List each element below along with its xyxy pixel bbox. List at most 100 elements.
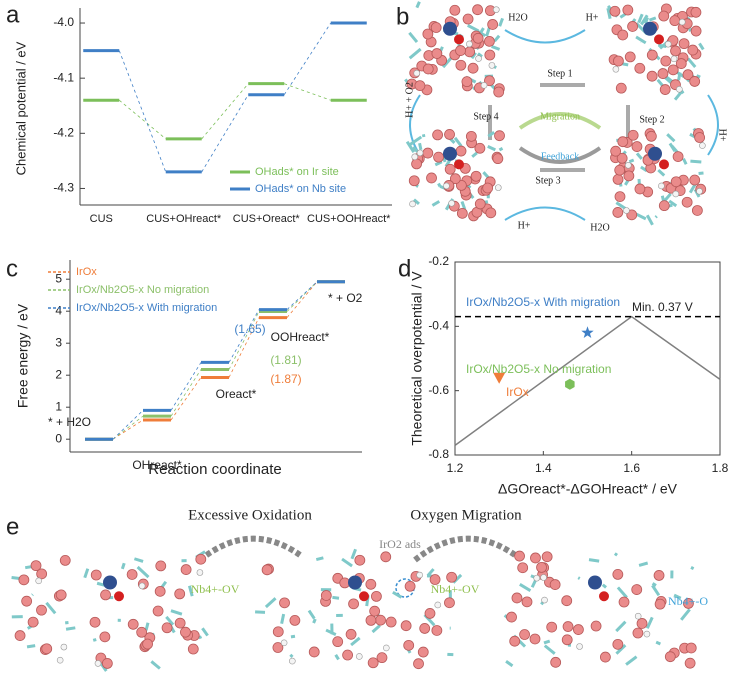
atom [103,575,117,590]
atom [365,614,377,626]
atom [493,86,505,98]
atom [127,618,139,630]
y-tick-label: 2 [55,367,62,381]
diagram-label: Feedback [541,151,579,162]
bond [645,616,654,629]
atom [342,649,354,661]
atom [432,129,443,141]
bond [460,201,467,210]
atom [634,183,646,195]
legend-label: IrOx [76,266,97,278]
atom-cluster [610,127,707,226]
atom [648,146,662,161]
atom [101,658,113,669]
atom [462,13,474,25]
atom [484,75,495,87]
atom [308,646,320,658]
y-tick-label: -0.4 [428,319,449,333]
bond [426,568,435,577]
atom [506,611,517,623]
atom [691,205,703,216]
atom [426,172,437,184]
atom [643,21,657,36]
atom [422,28,434,40]
atom [624,161,632,169]
bond [290,634,296,639]
atom [59,555,71,566]
atom [152,605,164,617]
atom [634,62,646,74]
bond [698,42,705,51]
bond [686,57,697,68]
bond [635,212,647,221]
bond [651,584,661,597]
bond [350,636,361,647]
atom [623,207,630,214]
diagram-label: Migration [540,111,580,122]
atom [482,182,494,194]
atom [659,159,669,170]
atom [550,656,562,668]
atom [654,598,666,610]
atom [187,643,199,655]
x-axis-title: ΔGOreact*-ΔGOHreact* / eV [498,481,678,497]
atom [413,658,424,670]
bond [648,16,657,22]
bond [350,548,357,560]
connector [286,281,318,310]
diagram-label: H+ [717,129,728,142]
connector [112,410,144,440]
atom [474,198,486,210]
atom [474,142,486,154]
bond [493,34,501,43]
bond [601,583,608,589]
atom [455,45,466,56]
point-label: IrOx/Nb2O5-x With migration [466,295,620,309]
bond [673,593,682,600]
atom [446,571,458,583]
atom [576,643,583,650]
atom [657,68,669,79]
atom [431,48,443,59]
atom [678,38,690,50]
atom [411,158,422,170]
atom [614,191,626,203]
bond [133,557,144,563]
atom [154,585,166,597]
bond [83,568,90,579]
atom [470,170,482,182]
atom [573,624,584,635]
atom [272,642,284,653]
atom [161,622,173,634]
point-label: IrOx/Nb2O5-x No migration [466,362,611,376]
atom [355,653,363,660]
panel-label: a [6,1,20,28]
atom-cluster [606,3,705,101]
diagram-label: H+ [518,220,531,231]
bond [519,582,532,592]
atom [14,630,26,641]
atom [404,580,416,592]
atom [142,638,153,650]
atom [599,591,609,602]
atom [492,153,504,165]
diagram-label: Nb4+-OV [431,582,480,596]
bond [198,635,203,640]
atom [403,639,415,651]
bond [170,609,183,616]
atom [672,151,684,163]
bond [334,653,340,661]
atom [658,200,670,212]
arrow [198,535,302,563]
data-point [581,326,594,339]
atom [696,187,703,195]
bond [341,557,353,568]
bond [289,653,294,658]
atom [658,182,665,190]
atom [685,642,697,654]
x-tick-label: CUS+Oreact* [233,213,301,225]
bond [408,31,419,44]
atom [99,631,111,643]
bond [477,52,483,58]
atom [511,592,523,604]
